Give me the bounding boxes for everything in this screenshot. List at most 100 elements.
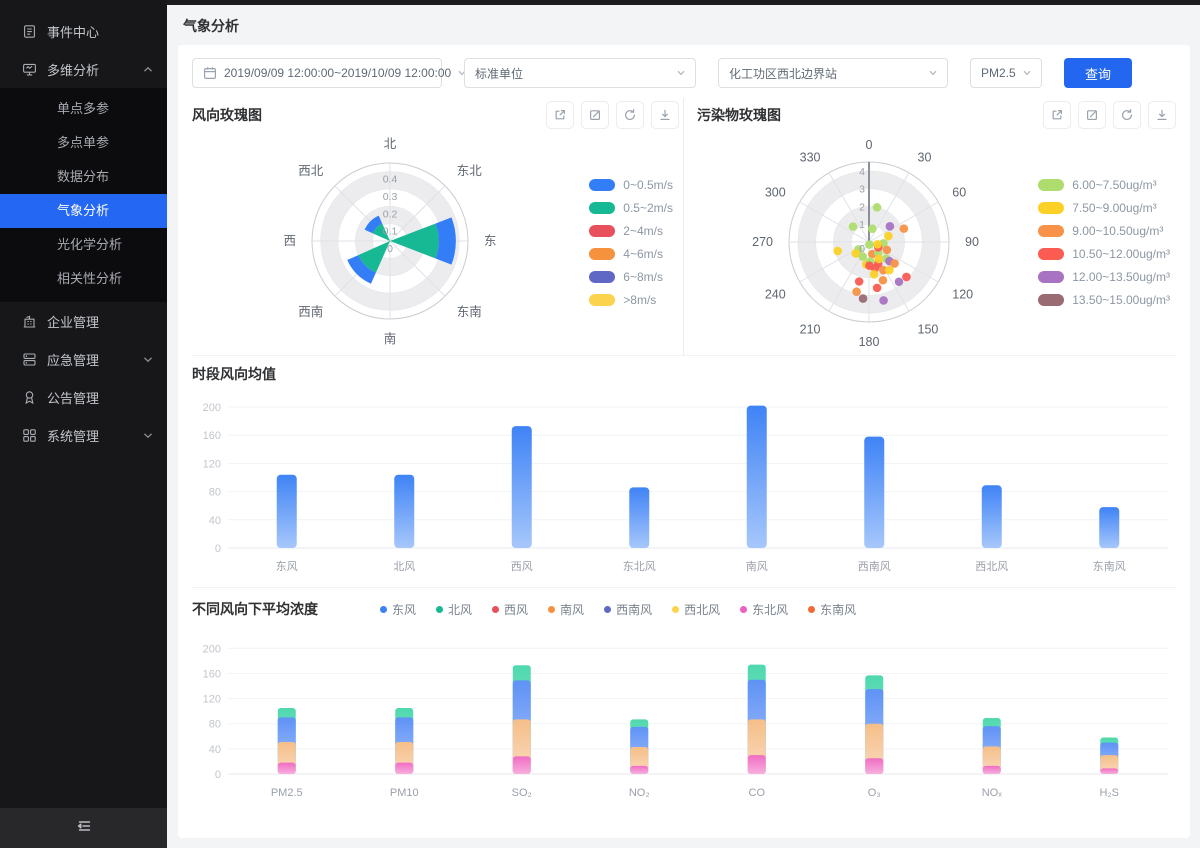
download-button[interactable]: [651, 101, 679, 129]
svg-text:1: 1: [859, 219, 865, 231]
svg-text:40: 40: [209, 744, 221, 756]
sidebar-collapse-button[interactable]: [0, 808, 167, 848]
refresh-button[interactable]: [1113, 101, 1141, 129]
date-range-value: 2019/09/09 12:00:00~2019/10/09 12:00:00: [224, 66, 452, 80]
svg-text:东南: 东南: [457, 304, 482, 319]
legend-item: 9.00~10.50ug/m³: [1038, 224, 1170, 238]
refresh-button[interactable]: [616, 101, 644, 129]
refresh-icon: [1120, 108, 1134, 122]
wind-rose-title: 风向玫瑰图: [192, 107, 262, 123]
legend-item: 0~0.5m/s: [589, 178, 673, 192]
pollutant-select-value: PM2.5: [981, 66, 1016, 80]
sidebar-subitem-5[interactable]: 相关性分析: [57, 271, 123, 286]
sidebar-item-5[interactable]: 系统管理: [0, 416, 167, 454]
avg-concentration-chart: 0 40 80 120 160 200 PM2.5 PM10 SO₂ NO₂ CO O₃ NOₓ H₂S: [192, 622, 1176, 821]
svg-text:东南风: 东南风: [1093, 560, 1126, 573]
station-select-value: 化工功区西北边界站: [729, 66, 838, 81]
wind-rose-toolbar: [546, 101, 679, 129]
sidebar-item-1[interactable]: 多维分析: [0, 50, 167, 88]
svg-text:240: 240: [765, 288, 786, 302]
svg-text:270: 270: [752, 235, 773, 249]
pollutant-rose-legend: 6.00~7.50ug/m³ 7.50~9.00ug/m³ 9.00~10.50ug…: [1038, 178, 1176, 307]
svg-text:NOₓ: NOₓ: [982, 787, 1003, 799]
sidebar-subitem-2[interactable]: 数据分布: [57, 169, 110, 184]
svg-text:CO: CO: [749, 787, 766, 799]
avg-concentration-section: 不同风向下平均浓度 东风 北风 西风 南风 西南风 西北风 东北风 东南风 0 40 80 120 1…: [192, 588, 1176, 821]
edit-button[interactable]: [581, 101, 609, 129]
sidebar-subitem-3[interactable]: 气象分析: [0, 194, 167, 228]
station-select[interactable]: 化工功区西北边界站: [718, 58, 948, 88]
caret-down-icon: [1023, 70, 1031, 76]
sidebar-item-4[interactable]: 公告管理: [0, 378, 167, 416]
svg-text:0: 0: [215, 543, 221, 555]
svg-text:北风: 北风: [393, 560, 415, 573]
svg-text:300: 300: [765, 186, 786, 200]
sidebar-subitem-1[interactable]: 多点单参: [57, 135, 110, 150]
pollutant-rose-chart: 0 1 2 3 4 0 30 60 90 120 150 180 210 240 270 300 330: [697, 132, 1033, 353]
pollutant-rose-title: 污染物玫瑰图: [697, 107, 781, 123]
legend-item: 东风: [380, 601, 416, 618]
refresh-icon: [623, 108, 637, 122]
svg-text:0: 0: [859, 243, 865, 255]
export-button[interactable]: [1043, 101, 1071, 129]
caret-down-icon: [677, 70, 685, 76]
svg-text:西南: 西南: [298, 304, 323, 319]
chevron-down-icon: [143, 432, 153, 439]
svg-text:200: 200: [203, 402, 221, 414]
legend-item: 13.50~15.00ug/m³: [1038, 293, 1170, 307]
edit-icon: [1085, 108, 1099, 122]
main-content: 气象分析 2019/09/09 12:00:00~2019/10/09 12:0…: [167, 0, 1200, 848]
chevron-up-icon: [143, 66, 153, 73]
wind-avg-section: 时段风向均值 0 40 80 120 160 200 东风 北风 西风 东北风 南风 西南风 西北风 东南…: [192, 356, 1176, 588]
svg-text:南风: 南风: [746, 560, 768, 573]
svg-text:0.3: 0.3: [383, 191, 398, 203]
content-card: 2019/09/09 12:00:00~2019/10/09 12:00:00 …: [178, 45, 1190, 838]
svg-text:120: 120: [203, 458, 221, 470]
svg-text:160: 160: [203, 430, 221, 442]
export-button[interactable]: [546, 101, 574, 129]
sidebar-submenu: 单点多参多点单参数据分布气象分析光化学分析相关性分析: [0, 88, 167, 302]
page-title: 气象分析: [183, 18, 239, 34]
date-range-picker[interactable]: 2019/09/09 12:00:00~2019/10/09 12:00:00: [192, 58, 466, 88]
enterprise-icon: [22, 314, 37, 329]
svg-text:0: 0: [215, 769, 221, 781]
caret-down-icon: [929, 70, 937, 76]
top-strip: [167, 0, 1200, 5]
svg-text:80: 80: [209, 719, 221, 731]
calendar-icon: [203, 66, 217, 80]
legend-item: 西风: [492, 601, 528, 618]
legend-item: 6.00~7.50ug/m³: [1038, 178, 1170, 192]
svg-text:330: 330: [800, 151, 821, 165]
svg-text:西北: 西北: [298, 164, 324, 178]
sidebar-item-0[interactable]: 事件中心: [0, 12, 167, 50]
legend-item: 10.50~12.00ug/m³: [1038, 247, 1170, 261]
pollutant-select[interactable]: PM2.5: [970, 58, 1042, 88]
svg-text:160: 160: [203, 668, 221, 680]
edit-button[interactable]: [1078, 101, 1106, 129]
sidebar-subitem-0[interactable]: 单点多参: [57, 101, 110, 116]
unit-select[interactable]: 标准单位: [464, 58, 696, 88]
sidebar-subitem-4[interactable]: 光化学分析: [57, 237, 123, 252]
legend-item: 北风: [436, 601, 472, 618]
legend-item: 南风: [548, 601, 584, 618]
avg-concentration-title: 不同风向下平均浓度: [192, 601, 318, 617]
edit-icon: [588, 108, 602, 122]
svg-text:东北: 东北: [457, 164, 483, 178]
legend-item: 东北风: [740, 601, 788, 618]
menu-fold-icon: [76, 818, 92, 839]
query-button[interactable]: 查询: [1064, 58, 1133, 88]
sidebar-item-3[interactable]: 应急管理: [0, 340, 167, 378]
svg-text:210: 210: [800, 322, 821, 336]
svg-text:O₃: O₃: [868, 787, 881, 799]
system-icon: [22, 428, 37, 443]
svg-text:30: 30: [918, 151, 932, 165]
sidebar-item-2[interactable]: 企业管理: [0, 302, 167, 340]
svg-text:H₂S: H₂S: [1099, 787, 1119, 799]
sidebar-menu: 事件中心 多维分析单点多参多点单参数据分布气象分析光化学分析相关性分析企业管理 应急…: [0, 0, 167, 808]
download-button[interactable]: [1148, 101, 1176, 129]
wind-rose-legend: 0~0.5m/s 0.5~2m/s 2~4m/s 4~6m/s 6~8m/s >8m/s: [589, 178, 679, 307]
event-center-icon: [22, 24, 37, 39]
rose-charts-row: 风向玫瑰图 0 0.1 0.2 0.3 0.4 北东北东东南南 西南 西 西北 0~0.5m/s…: [192, 98, 1176, 356]
wind-rose-panel: 风向玫瑰图 0 0.1 0.2 0.3 0.4 北东北东东南南 西南 西 西北 0~0.5m/s…: [192, 98, 684, 355]
multi-analysis-icon: [22, 62, 37, 77]
